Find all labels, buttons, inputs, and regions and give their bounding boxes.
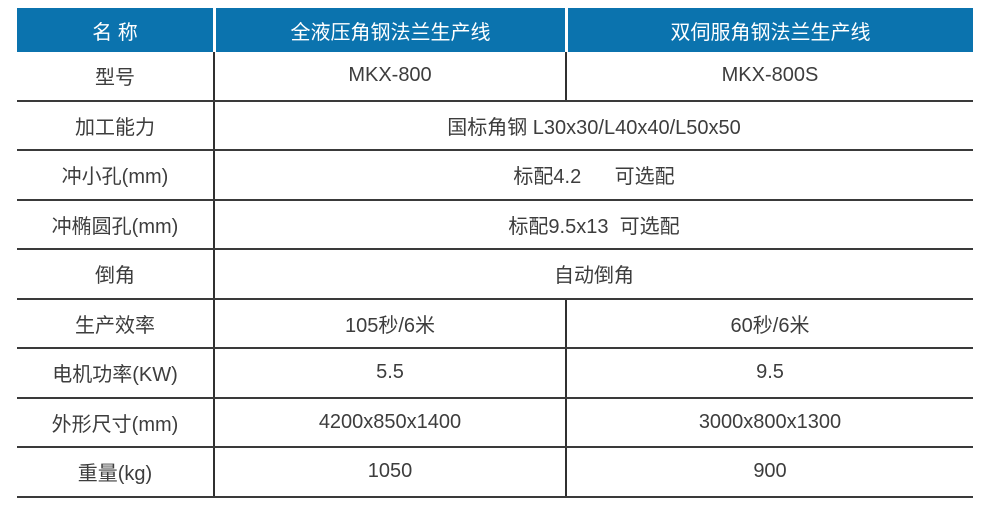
cell-weight-line1: 1050 [213,448,565,496]
cell-weight-line2: 900 [565,448,973,496]
cell-motor-power-line2: 9.5 [565,349,973,397]
table-row-model: 型号 MKX-800 MKX-800S [17,52,973,102]
table-row-dimensions: 外形尺寸(mm) 4200x850x1400 3000x800x1300 [17,398,973,448]
cell-dimensions-line2: 3000x800x1300 [565,398,973,446]
cell-small-hole-value: 标配4.2 可选配 [213,151,973,199]
cell-oval-hole-value: 标配9.5x13 可选配 [213,200,973,248]
cell-efficiency-line2: 60秒/6米 [565,299,973,347]
table-row-capacity: 加工能力 国标角钢 L30x30/L40x40/L50x50 [17,101,973,151]
cell-chamfer-value: 自动倒角 [213,250,973,298]
row-label: 冲小孔(mm) [61,166,169,189]
row-label: 型号 [95,67,135,90]
product-spec-table: 名 称 全液压角钢法兰生产线 双伺服角钢法兰生产线 型号 MKX-800 MKX… [17,8,973,498]
row-label: 倒角 [95,265,135,288]
row-label: 电机功率(KW) [52,364,178,387]
table-row-small-hole: 冲小孔(mm) 标配4.2 可选配 [17,151,973,201]
table-row-oval-hole: 冲椭圆孔(mm) 标配9.5x13 可选配 [17,200,973,250]
table-row-efficiency: 生产效率 105秒/6米 60秒/6米 [17,299,973,349]
row-label: 生产效率 [75,314,155,337]
row-label: 外形尺寸(mm) [51,413,179,436]
cell-model-line1: MKX-800 [213,52,565,100]
cell-model-line2: MKX-800S [565,52,973,100]
table-row-weight: 重量(kg) 1050 900 [17,448,973,498]
table-header-row: 名 称 全液压角钢法兰生产线 双伺服角钢法兰生产线 [17,8,973,52]
header-cell-line1: 全液压角钢法兰生产线 [213,8,565,52]
table-row-motor-power: 电机功率(KW) 5.5 9.5 [17,349,973,399]
header-cell-line2: 双伺服角钢法兰生产线 [565,8,973,52]
cell-motor-power-line1: 5.5 [213,349,565,397]
row-label: 加工能力 [75,116,155,139]
row-label: 重量(kg) [77,463,153,486]
cell-efficiency-line1: 105秒/6米 [213,299,565,347]
row-label: 冲椭圆孔(mm) [51,215,179,238]
header-cell-name: 名 称 [17,8,213,52]
cell-capacity-value: 国标角钢 L30x30/L40x40/L50x50 [213,101,973,149]
table-row-chamfer: 倒角 自动倒角 [17,250,973,300]
cell-dimensions-line1: 4200x850x1400 [213,398,565,446]
